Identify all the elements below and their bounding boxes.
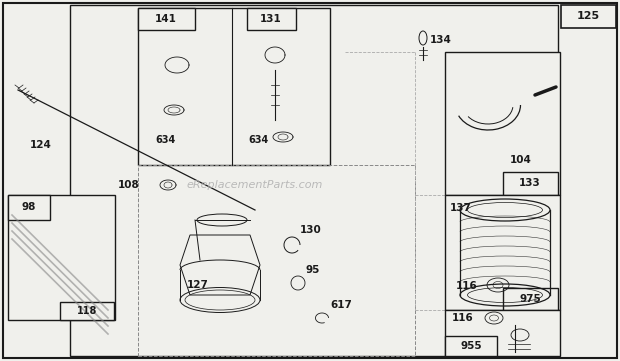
Text: 130: 130	[300, 225, 322, 235]
Text: 131: 131	[260, 14, 282, 24]
Text: 133: 133	[519, 178, 541, 188]
Text: 134: 134	[430, 35, 452, 45]
Bar	[8, 195, 50, 220]
Bar	[70, 5, 558, 356]
Text: 137: 137	[450, 203, 472, 213]
Bar	[60, 302, 114, 320]
Text: 141: 141	[155, 14, 177, 24]
Text: eReplacementParts.com: eReplacementParts.com	[187, 180, 323, 190]
Text: 634: 634	[155, 135, 175, 145]
Bar	[445, 195, 560, 310]
Text: 634: 634	[248, 135, 268, 145]
Text: 127: 127	[187, 280, 209, 290]
Text: 95: 95	[305, 265, 319, 275]
Text: 125: 125	[577, 11, 600, 21]
Text: 975: 975	[519, 294, 541, 304]
Text: 124: 124	[30, 140, 52, 150]
Bar	[138, 8, 195, 30]
Bar	[445, 336, 497, 356]
Bar	[138, 165, 415, 356]
Bar	[445, 52, 560, 195]
Text: 104: 104	[510, 155, 532, 165]
Text: 108: 108	[118, 180, 140, 190]
Bar	[561, 5, 616, 28]
Text: 98: 98	[22, 202, 36, 212]
Text: 116: 116	[456, 281, 478, 291]
Bar	[503, 172, 558, 195]
Bar	[247, 8, 296, 30]
Bar	[445, 310, 560, 356]
Bar	[8, 195, 115, 320]
Text: 118: 118	[77, 306, 97, 316]
Text: 116: 116	[452, 313, 474, 323]
Text: 617: 617	[330, 300, 352, 310]
Bar	[138, 8, 330, 165]
Bar	[503, 288, 558, 310]
Text: 955: 955	[460, 341, 482, 351]
